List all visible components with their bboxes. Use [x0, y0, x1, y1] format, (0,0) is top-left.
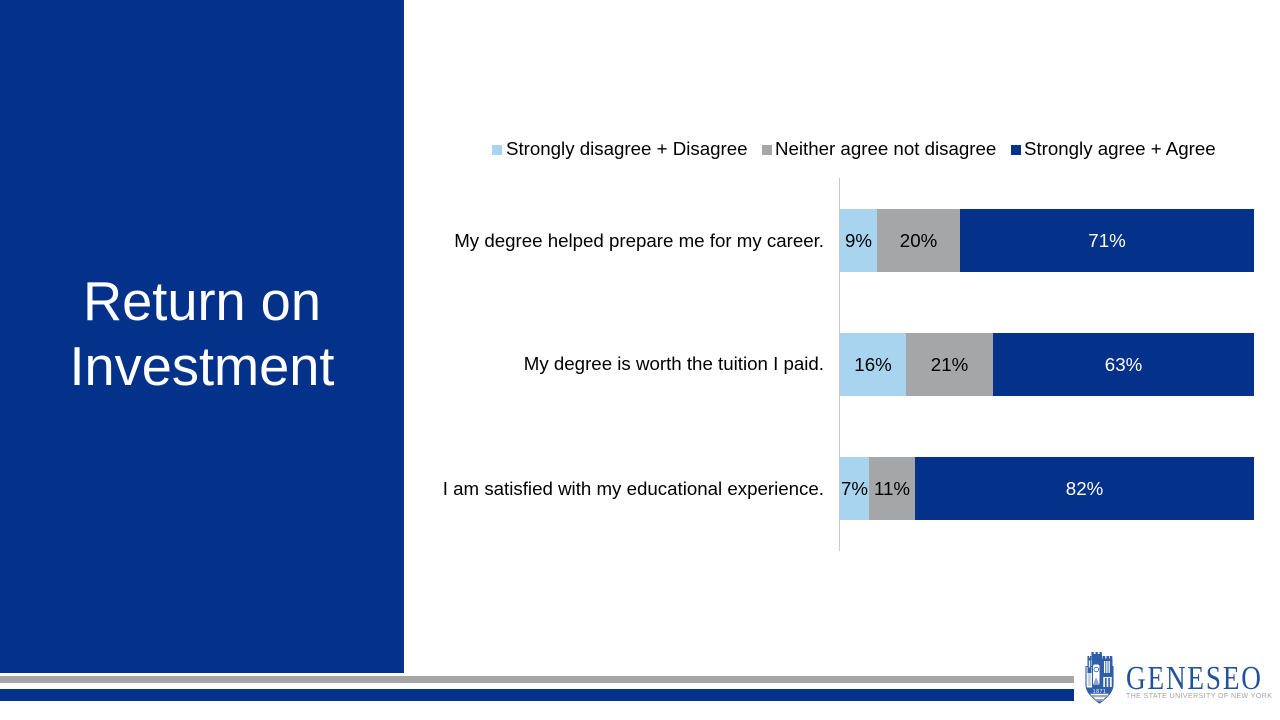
svg-text:1871: 1871 — [1093, 688, 1107, 694]
